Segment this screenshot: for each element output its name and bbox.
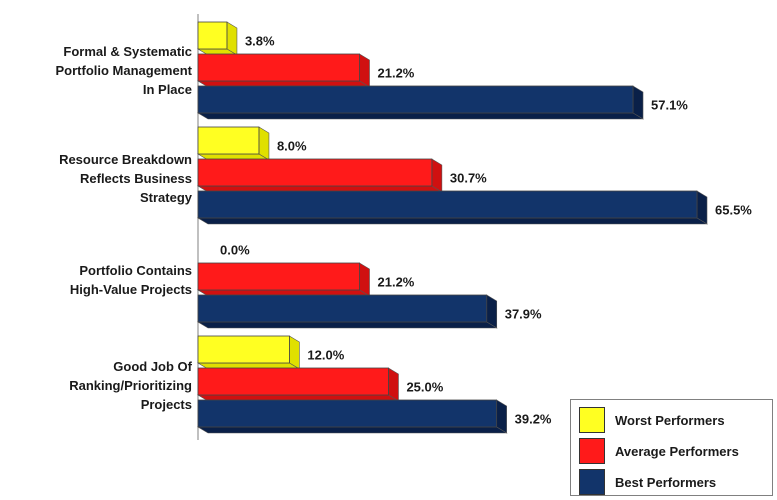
category-label-line: Good Job Of bbox=[113, 359, 192, 374]
value-label-3-worst-performers: 0.0% bbox=[220, 243, 250, 258]
bar-1-worst-performers bbox=[197, 21, 228, 50]
category-label-4: Good Job Of Ranking/Prioritizing Projects bbox=[4, 357, 192, 414]
category-label-line: High-Value Projects bbox=[69, 282, 192, 297]
category-label-line: Strategy bbox=[139, 190, 192, 205]
category-label-2: Resource Breakdown Reflects Business Strat… bbox=[4, 150, 192, 207]
legend-label-best: Best Performers bbox=[615, 474, 717, 490]
category-label-line: Ranking/Prioritizing bbox=[69, 378, 192, 393]
bar-4-best-performers bbox=[197, 399, 498, 428]
bar-2-worst-performers bbox=[197, 126, 260, 155]
value-label-2-worst-performers: 8.0% bbox=[277, 139, 307, 154]
category-label-line: Resource Breakdown bbox=[59, 152, 192, 167]
category-label-line: In Place bbox=[142, 82, 192, 97]
category-label-3: Portfolio Contains High-Value Projects bbox=[4, 261, 192, 299]
bar-4-worst-performers bbox=[197, 335, 290, 364]
category-label-1: Formal & Systematic Portfolio Management I… bbox=[4, 42, 192, 99]
value-label-3-best-performers: 37.9% bbox=[505, 307, 542, 322]
legend-label-worst: Worst Performers bbox=[615, 412, 725, 428]
legend-swatch-best bbox=[579, 469, 605, 495]
legend: Worst Performers Average Performers Best… bbox=[570, 399, 773, 496]
bar-3-best-performers bbox=[197, 294, 488, 323]
bar-4-best-performers-bottom bbox=[196, 426, 508, 434]
category-label-line: Formal & Systematic bbox=[63, 44, 192, 59]
value-label-1-best-performers: 57.1% bbox=[651, 98, 688, 113]
bar-1-average-performers bbox=[197, 53, 360, 82]
bar-4-average-performers bbox=[197, 367, 389, 396]
value-label-4-average-performers: 25.0% bbox=[406, 380, 443, 395]
category-label-line: Reflects Business bbox=[80, 171, 192, 186]
legend-swatch-average bbox=[579, 438, 605, 464]
category-label-line: Projects bbox=[140, 397, 192, 412]
bar-2-average-performers bbox=[197, 158, 433, 187]
value-label-1-average-performers: 21.2% bbox=[378, 66, 415, 81]
legend-item-best: Best Performers bbox=[579, 469, 716, 495]
legend-item-average: Average Performers bbox=[579, 438, 739, 464]
bar-2-best-performers-bottom bbox=[196, 217, 709, 225]
value-label-1-worst-performers: 3.8% bbox=[245, 34, 275, 49]
bar-3-average-performers bbox=[197, 262, 360, 291]
legend-label-average: Average Performers bbox=[615, 443, 739, 459]
value-label-2-average-performers: 30.7% bbox=[450, 171, 487, 186]
legend-swatch-worst bbox=[579, 407, 605, 433]
value-label-3-average-performers: 21.2% bbox=[378, 275, 415, 290]
category-label-line: Portfolio Contains bbox=[79, 263, 192, 278]
bar-3-best-performers-bottom bbox=[196, 321, 498, 329]
bar-2-best-performers bbox=[197, 190, 698, 219]
value-label-2-best-performers: 65.5% bbox=[715, 203, 752, 218]
value-label-4-worst-performers: 12.0% bbox=[307, 348, 344, 363]
value-label-4-best-performers: 39.2% bbox=[515, 412, 552, 427]
bar-1-best-performers bbox=[197, 85, 634, 114]
category-label-line: Portfolio Management bbox=[55, 63, 192, 78]
bar-1-best-performers-bottom bbox=[196, 112, 645, 120]
legend-item-worst: Worst Performers bbox=[579, 407, 725, 433]
